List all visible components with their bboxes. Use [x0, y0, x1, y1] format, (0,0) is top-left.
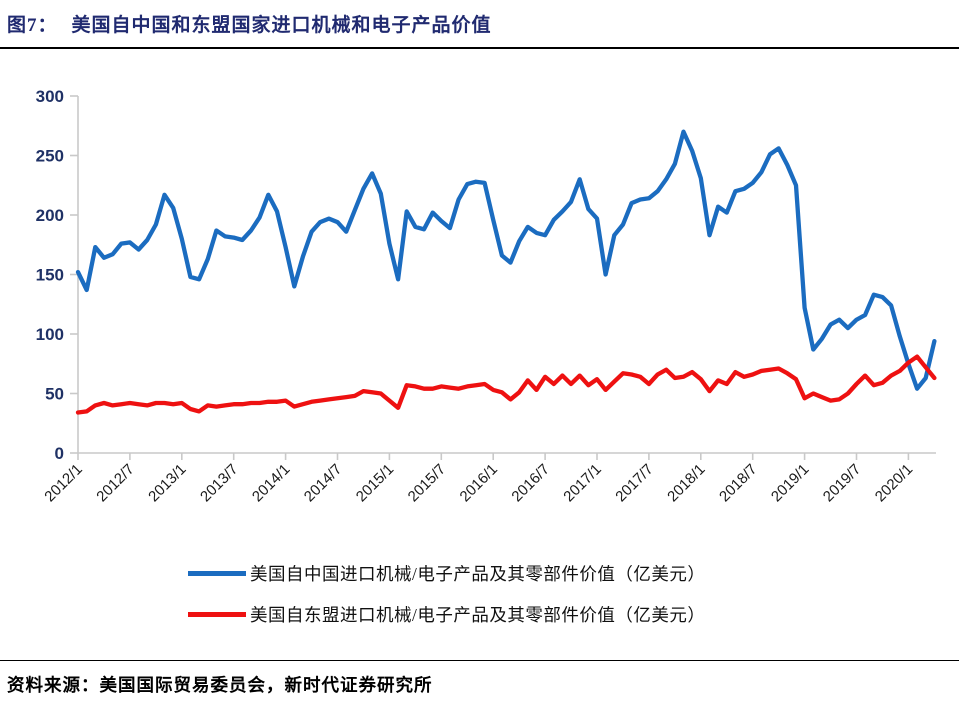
x-tick-label: 2017/7: [612, 461, 656, 505]
y-tick-label: 200: [36, 206, 64, 225]
x-tick-label: 2018/1: [664, 461, 708, 505]
china-imports-line: [75, 129, 937, 391]
x-tick-label: 2014/1: [249, 461, 293, 505]
chart-legend: 美国自中国进口机械/电子产品及其零部件价值（亿美元） 美国自东盟进口机械/电子产…: [188, 560, 705, 627]
title-divider: [0, 47, 959, 49]
legend-label-china: 美国自中国进口机械/电子产品及其零部件价值（亿美元）: [250, 563, 706, 584]
legend-item-china: 美国自中国进口机械/电子产品及其零部件价值（亿美元）: [188, 560, 705, 586]
x-tick-label: 2014/7: [301, 461, 345, 505]
y-tick-label: 0: [55, 444, 64, 463]
asean-imports-line: [75, 354, 937, 415]
x-tick-label: 2019/7: [820, 461, 864, 505]
x-tick-label: 2012/7: [93, 461, 137, 505]
legend-item-asean: 美国自东盟进口机械/电子产品及其零部件价值（亿美元）: [188, 601, 705, 627]
x-tick-label: 2013/1: [145, 461, 189, 505]
y-tick-label: 250: [36, 147, 64, 166]
figure-title: 美国自中国和东盟国家进口机械和电子产品价值: [71, 15, 492, 36]
bottom-divider: [0, 660, 959, 661]
source-note: 资料来源：美国国际贸易委员会，新时代证券研究所: [7, 675, 433, 695]
x-tick-label: 2015/7: [405, 461, 449, 505]
y-axis: 0 50 100 150 200 250 300: [36, 87, 79, 463]
x-tick-label: 2012/1: [41, 461, 85, 505]
china-line-swatch-icon: [188, 570, 246, 576]
x-tick-label: 2017/1: [560, 461, 604, 505]
x-tick-label: 2020/1: [872, 461, 916, 505]
line-chart: 0 50 100 150 200 250 300 2012/1 2012/7 2013/1 2013…: [36, 87, 937, 505]
figure-tag: 图7：: [7, 15, 58, 36]
y-tick-label: 150: [36, 266, 64, 285]
asean-line-swatch-icon: [188, 611, 246, 617]
y-tick-label: 50: [45, 385, 64, 404]
x-tick-label: 2016/1: [457, 461, 501, 505]
y-tick-label: 300: [36, 87, 64, 106]
x-tick-label: 2018/7: [716, 461, 760, 505]
figure-title-row: 图7： 美国自中国和东盟国家进口机械和电子产品价值: [7, 10, 492, 37]
x-tick-label: 2013/7: [197, 461, 241, 505]
legend-label-asean: 美国自东盟进口机械/电子产品及其零部件价值（亿美元）: [250, 604, 706, 625]
x-tick-label: 2015/1: [353, 461, 397, 505]
x-tick-label: 2016/7: [508, 461, 552, 505]
x-axis: 2012/1 2012/7 2013/1 2013/7 2014/1 2014/7 2015…: [41, 452, 936, 505]
x-tick-label: 2019/1: [768, 461, 812, 505]
y-tick-label: 100: [36, 325, 64, 344]
